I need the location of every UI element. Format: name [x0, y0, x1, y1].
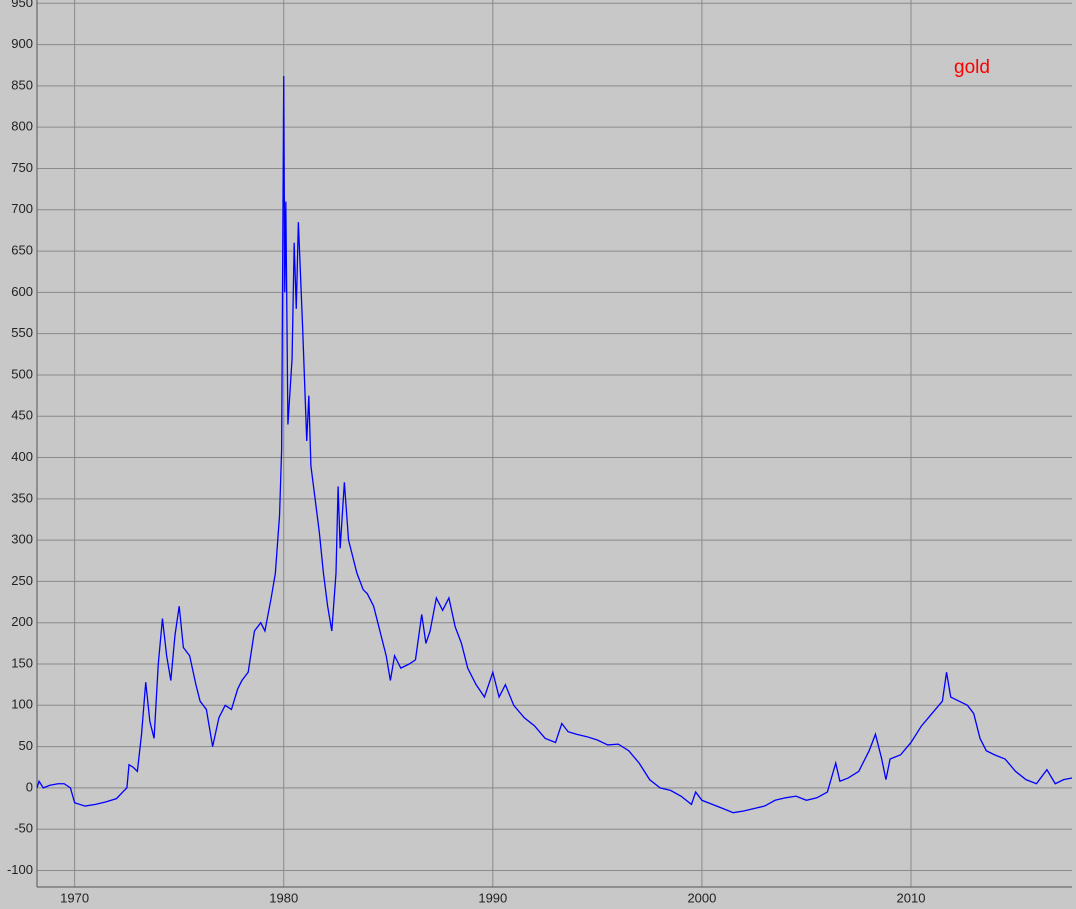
y-tick-label: 400: [11, 449, 33, 464]
y-tick-label: 600: [11, 284, 33, 299]
y-tick-label: 150: [11, 655, 33, 670]
y-tick-label: 100: [11, 697, 33, 712]
x-tick-label: 2010: [897, 890, 926, 905]
y-tick-label: 750: [11, 160, 33, 175]
y-tick-label: 700: [11, 201, 33, 216]
x-tick-label: 1980: [269, 890, 298, 905]
legend-label: gold: [954, 57, 990, 78]
y-tick-label: 300: [11, 532, 33, 547]
y-tick-label: -50: [14, 821, 33, 836]
y-tick-label: 200: [11, 614, 33, 629]
y-tick-label: -100: [7, 862, 33, 877]
y-tick-label: 450: [11, 408, 33, 423]
y-tick-label: 900: [11, 36, 33, 51]
y-tick-label: 500: [11, 366, 33, 381]
y-tick-label: 850: [11, 77, 33, 92]
y-tick-label: 350: [11, 490, 33, 505]
y-tick-label: 0: [26, 779, 33, 794]
x-tick-label: 1990: [478, 890, 507, 905]
y-tick-label: 650: [11, 243, 33, 258]
y-tick-label: 800: [11, 119, 33, 134]
y-tick-label: 50: [19, 738, 33, 753]
y-tick-label: 550: [11, 325, 33, 340]
y-tick-label: 250: [11, 573, 33, 588]
x-tick-label: 2000: [687, 890, 716, 905]
y-tick-label: 950: [11, 0, 33, 10]
x-tick-label: 1970: [60, 890, 89, 905]
data-line: [36, 75, 1073, 814]
